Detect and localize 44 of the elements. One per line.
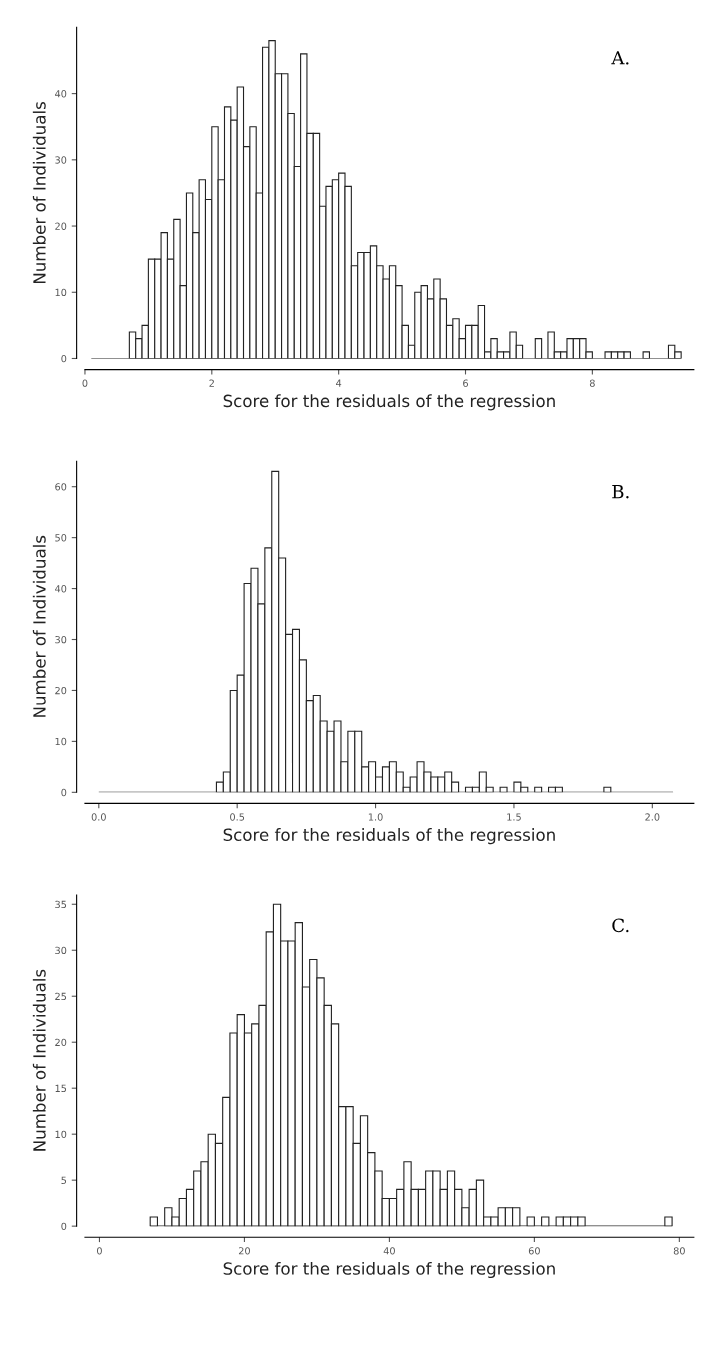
x-tick-label: 4 — [336, 379, 342, 387]
y-tick-label: 20 — [55, 222, 67, 230]
x-tick-label: 20 — [238, 1247, 250, 1255]
y-tick-label: 40 — [55, 90, 67, 98]
x-tick-label: 80 — [673, 1247, 685, 1255]
x-axis-title: Score for the residuals of the regression — [223, 828, 555, 845]
x-tick-label: 1.5 — [507, 813, 521, 821]
x-tick-label: 0 — [82, 379, 88, 387]
x-axis-title: Score for the residuals of the regression — [223, 1261, 555, 1279]
y-axis-title: Number of Individuals — [32, 535, 46, 717]
x-tick-label: 60 — [528, 1247, 540, 1255]
y-tick-label: 15 — [55, 1084, 67, 1093]
y-axis-title: Number of Individuals — [32, 969, 46, 1151]
x-axis-title: Score for the residuals of the regression — [223, 394, 555, 411]
y-tick-label: 50 — [55, 534, 67, 542]
x-tick-label: 8 — [589, 379, 595, 387]
x-tick-label: 2 — [209, 379, 214, 387]
annotation: B. — [612, 484, 629, 499]
y-tick-label: 10 — [55, 737, 67, 746]
y-tick-label: 0 — [61, 788, 67, 797]
x-tick-label: 2.0 — [645, 813, 660, 821]
y-tick-label: 30 — [55, 635, 67, 644]
x-tick-label: 40 — [383, 1247, 395, 1255]
x-tick-label: 0.5 — [230, 813, 245, 821]
y-tick-label: 5 — [61, 1176, 67, 1184]
y-tick-label: 20 — [55, 1038, 67, 1047]
y-tick-label: 35 — [55, 900, 67, 909]
y-tick-label: 0 — [61, 1222, 67, 1230]
x-tick-label: 6 — [463, 379, 468, 387]
x-tick-label: 0.0 — [91, 813, 106, 821]
x-tick-label: 0 — [97, 1247, 102, 1255]
y-tick-label: 10 — [55, 1130, 67, 1139]
y-tick-label: 30 — [55, 156, 67, 164]
y-tick-label: 60 — [55, 483, 67, 491]
x-tick-label: 1.0 — [368, 813, 383, 821]
y-tick-label: 40 — [55, 585, 67, 593]
annotation: A. — [611, 51, 629, 65]
y-tick-label: 30 — [55, 946, 67, 955]
y-tick-label: 0 — [61, 354, 67, 363]
y-tick-label: 10 — [55, 288, 67, 297]
y-axis-title: Number of Individuals — [32, 102, 46, 284]
y-tick-label: 20 — [55, 686, 67, 695]
y-tick-label: 25 — [55, 992, 67, 1001]
annotation: C. — [612, 918, 629, 933]
